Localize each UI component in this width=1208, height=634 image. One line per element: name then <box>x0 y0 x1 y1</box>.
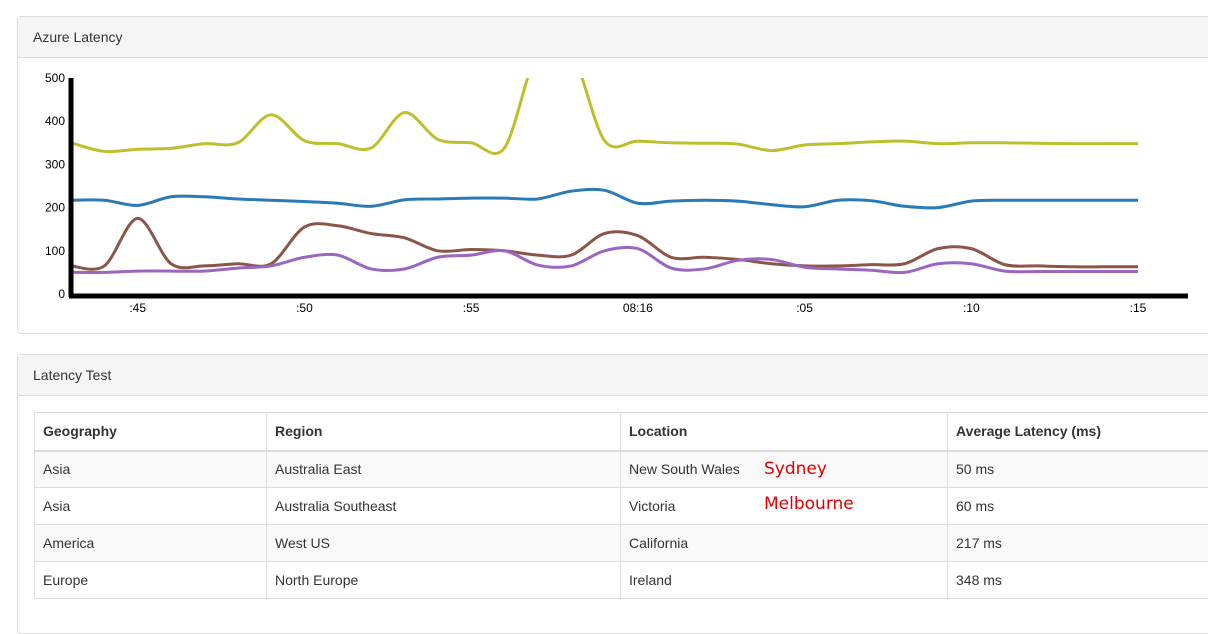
x-tick-label: :45 <box>129 301 146 315</box>
x-tick-label: :55 <box>463 301 480 315</box>
cell-region: Australia East <box>267 451 621 488</box>
x-tick-label: :15 <box>1130 301 1147 315</box>
table-row: Asia Australia East New South Wales 50 m… <box>35 451 1208 488</box>
series-line-3 <box>71 218 1138 269</box>
y-tick-label: 400 <box>45 114 65 128</box>
column-header-geography: Geography <box>35 413 267 451</box>
x-tick-label: :05 <box>796 301 813 315</box>
table-row: Europe North Europe Ireland 348 ms <box>35 562 1208 599</box>
y-tick-label: 100 <box>45 244 65 258</box>
cell-average-latency: 348 ms <box>948 562 1208 599</box>
cell-average-latency: 60 ms <box>948 488 1208 525</box>
table-row: America West US California 217 ms <box>35 525 1208 562</box>
cell-geography: Asia <box>35 488 267 525</box>
latency-table: Geography Region Location Average Latenc… <box>34 412 1208 599</box>
column-header-location: Location <box>621 413 948 451</box>
latency-test-panel-title: Latency Test <box>18 355 1208 396</box>
azure-latency-panel-title: Azure Latency <box>18 17 1208 58</box>
cell-geography: Asia <box>35 451 267 488</box>
table-row: Asia Australia Southeast Victoria 60 ms <box>35 488 1208 525</box>
axis-layer: 0 100 200 300 400 500 :45 :50 :55 08:16 :05 :10 :15 <box>45 71 1188 315</box>
y-tick-label: 200 <box>45 201 65 215</box>
y-tick-label: 500 <box>45 71 65 85</box>
x-tick-label: 08:16 <box>623 301 653 315</box>
series-line-2 <box>71 189 1138 208</box>
series-layer <box>71 58 1138 273</box>
latency-test-panel: Latency Test Geography Region Location A… <box>17 354 1208 634</box>
cell-average-latency: 50 ms <box>948 451 1208 488</box>
cell-region: West US <box>267 525 621 562</box>
series-line-1 <box>71 58 1138 154</box>
x-tick-label: :50 <box>296 301 313 315</box>
cell-geography: Europe <box>35 562 267 599</box>
annotation-sydney: Sydney <box>764 459 827 479</box>
latency-line-chart: 0 100 200 300 400 500 :45 :50 :55 08:16 :05 :10 :15 <box>18 58 1208 334</box>
column-header-region: Region <box>267 413 621 451</box>
cell-geography: America <box>35 525 267 562</box>
y-tick-label: 0 <box>58 287 65 301</box>
cell-region: North Europe <box>267 562 621 599</box>
x-tick-label: :10 <box>963 301 980 315</box>
cell-location: Ireland <box>621 562 948 599</box>
y-tick-label: 300 <box>45 157 65 171</box>
cell-average-latency: 217 ms <box>948 525 1208 562</box>
cell-region: Australia Southeast <box>267 488 621 525</box>
cell-location: California <box>621 525 948 562</box>
annotation-melbourne: Melbourne <box>764 494 854 514</box>
column-header-average-latency: Average Latency (ms) <box>948 413 1208 451</box>
table-header-row: Geography Region Location Average Latenc… <box>35 413 1208 451</box>
